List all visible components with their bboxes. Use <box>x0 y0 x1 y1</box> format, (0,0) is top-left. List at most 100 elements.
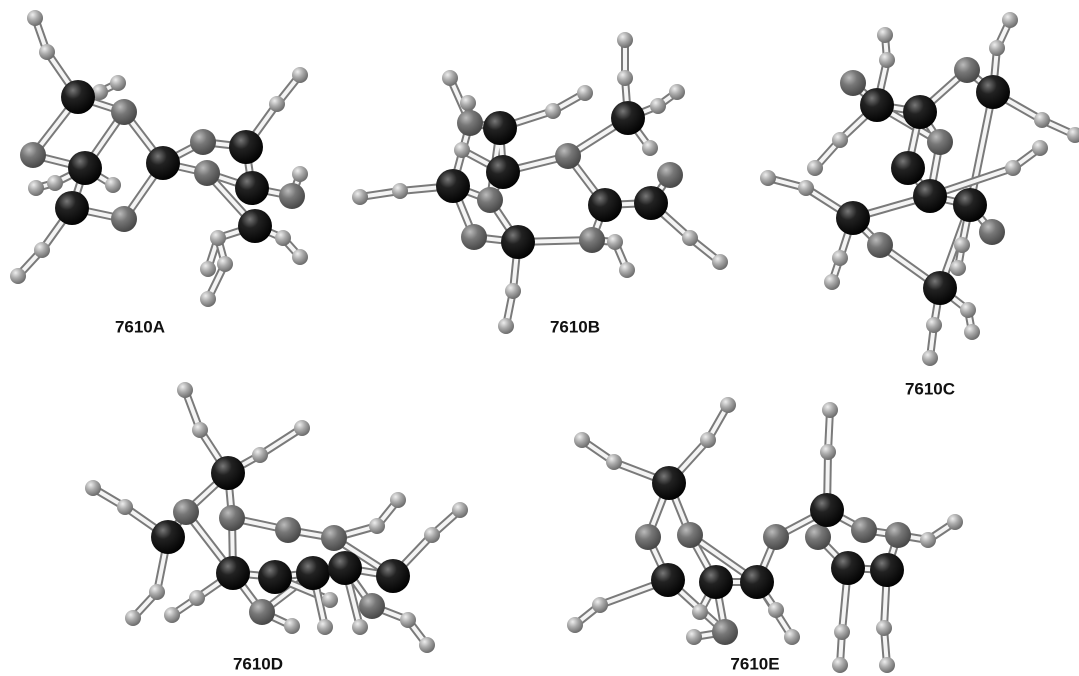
hydrogen-atom <box>269 96 285 112</box>
hydrogen-atom <box>700 432 716 448</box>
gray-atom <box>477 187 503 213</box>
black-atom <box>328 551 362 585</box>
hydrogen-atom <box>317 619 333 635</box>
gray-atom <box>763 524 789 550</box>
black-atom <box>146 146 180 180</box>
hydrogen-atom <box>10 268 26 284</box>
black-atom <box>699 565 733 599</box>
gray-atom <box>359 593 385 619</box>
gray-atom <box>657 162 683 188</box>
hydrogen-atom <box>369 518 385 534</box>
hydrogen-atom <box>177 382 193 398</box>
hydrogen-atom <box>606 454 622 470</box>
bond-highlight <box>930 148 1040 196</box>
black-atom <box>68 151 102 185</box>
hydrogen-atom <box>1005 160 1021 176</box>
gray-atom <box>194 160 220 186</box>
black-atom <box>501 225 535 259</box>
black-atom <box>740 565 774 599</box>
black-atom <box>376 559 410 593</box>
hydrogen-atom <box>669 84 685 100</box>
hydrogen-atom <box>454 142 470 158</box>
black-atom <box>860 88 894 122</box>
hydrogen-atom <box>498 318 514 334</box>
hydrogen-atom <box>292 249 308 265</box>
hydrogen-atom <box>832 657 848 673</box>
black-atom <box>810 493 844 527</box>
black-atom <box>229 130 263 164</box>
hydrogen-atom <box>920 532 936 548</box>
hydrogen-atom <box>807 160 823 176</box>
gray-atom <box>190 129 216 155</box>
hydrogen-atom <box>1032 140 1048 156</box>
gray-atom <box>321 525 347 551</box>
hydrogen-atom <box>352 619 368 635</box>
black-atom <box>436 169 470 203</box>
hydrogen-atom <box>832 250 848 266</box>
gray-atom <box>275 517 301 543</box>
gray-atom <box>457 110 483 136</box>
hydrogen-atom <box>617 70 633 86</box>
gray-atom <box>579 227 605 253</box>
hydrogen-atom <box>200 261 216 277</box>
black-atom <box>903 95 937 129</box>
hydrogen-atom <box>922 350 938 366</box>
gray-atom <box>677 522 703 548</box>
black-atom <box>486 155 520 189</box>
hydrogen-atom <box>832 132 848 148</box>
black-atom <box>258 560 292 594</box>
hydrogen-atom <box>275 230 291 246</box>
molecule <box>760 12 1079 366</box>
black-atom <box>836 201 870 235</box>
hydrogen-atom <box>352 189 368 205</box>
hydrogen-atom <box>877 27 893 43</box>
hydrogen-atom <box>424 527 440 543</box>
molecule <box>10 10 308 307</box>
hydrogen-atom <box>607 234 623 250</box>
hydrogen-atom <box>989 40 1005 56</box>
hydrogen-atom <box>210 230 226 246</box>
hydrogen-atom <box>682 230 698 246</box>
hydrogen-atom <box>824 274 840 290</box>
hydrogen-atom <box>217 256 233 272</box>
hydrogen-atom <box>876 620 892 636</box>
gray-atom <box>111 206 137 232</box>
gray-atom <box>927 129 953 155</box>
hydrogen-atom <box>650 98 666 114</box>
hydrogen-atom <box>686 629 702 645</box>
black-atom <box>235 171 269 205</box>
hydrogen-atom <box>390 492 406 508</box>
gray-atom <box>805 524 831 550</box>
structure-label: 7610A <box>115 317 165 336</box>
black-atom <box>296 556 330 590</box>
hydrogen-atom <box>27 10 43 26</box>
structure-label: 7610D <box>233 654 283 673</box>
gray-atom <box>954 57 980 83</box>
molecules <box>10 10 1079 673</box>
gray-atom <box>635 524 661 550</box>
hydrogen-atom <box>125 610 141 626</box>
hydrogen-atom <box>28 180 44 196</box>
hydrogen-atom <box>1034 112 1050 128</box>
hydrogen-atom <box>879 52 895 68</box>
hydrogen-atom <box>252 447 268 463</box>
structure-label: 7610C <box>905 379 955 398</box>
gray-atom <box>851 517 877 543</box>
black-atom <box>976 75 1010 109</box>
gray-atom <box>885 522 911 548</box>
black-atom <box>211 456 245 490</box>
hydrogen-atom <box>617 32 633 48</box>
structure-label: 7610B <box>550 317 600 336</box>
hydrogen-atom <box>720 397 736 413</box>
gray-atom <box>249 599 275 625</box>
hydrogen-atom <box>820 444 836 460</box>
black-atom <box>611 101 645 135</box>
black-atom <box>55 191 89 225</box>
page: 7610A 7610B 7610C 7610D 7610E (() => { c… <box>0 0 1079 676</box>
molecule <box>567 397 963 673</box>
hydrogen-atom <box>105 177 121 193</box>
hydrogen-atom <box>760 170 776 186</box>
hydrogen-atom <box>642 140 658 156</box>
hydrogen-atom <box>567 617 583 633</box>
molecule <box>352 32 728 334</box>
